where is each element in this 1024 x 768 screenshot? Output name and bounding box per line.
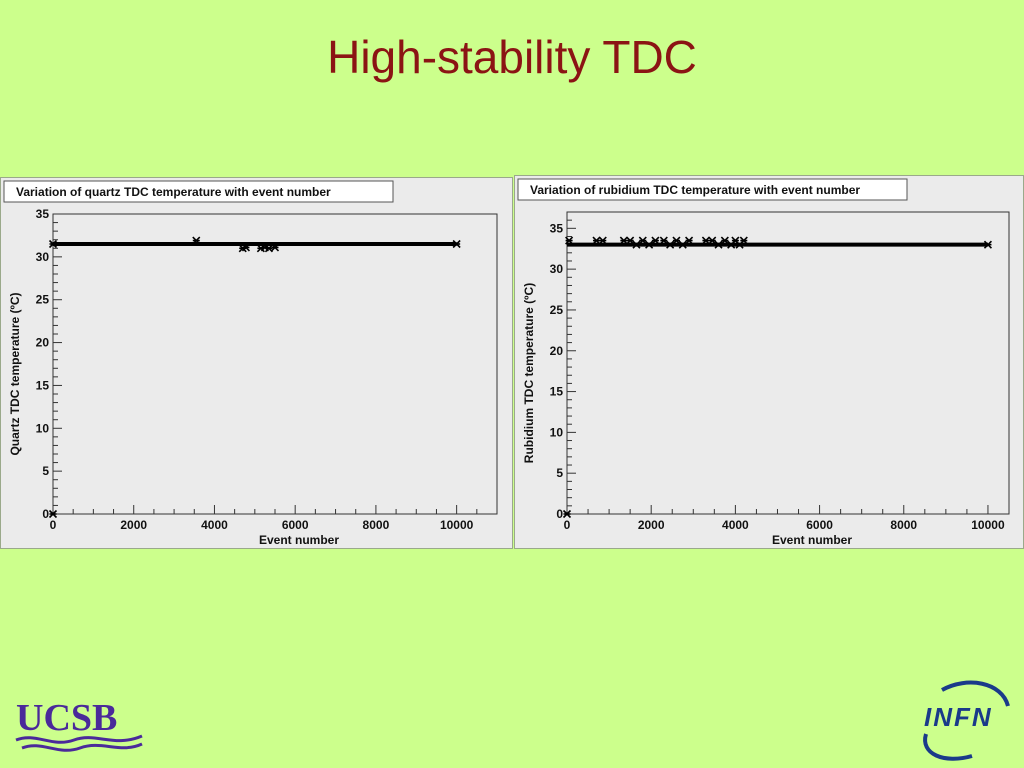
infn-arc-icon [923,733,973,761]
x-tick-label: 4000 [722,518,749,532]
data-point [598,236,607,245]
data-point [708,236,717,245]
ucsb-logo-text: UCSB [16,697,117,739]
data-point [638,236,647,245]
y-tick-label: 0 [556,507,563,521]
y-tick-label: 15 [36,378,50,392]
data-point [565,236,574,245]
slide-title: High-stability TDC [327,31,697,83]
y-tick-label: 15 [550,385,564,399]
data-point [720,236,729,245]
plot-frame [52,213,498,515]
x-tick-label: 2000 [638,518,665,532]
y-tick-label: 10 [550,425,564,439]
plot-frame [566,211,1010,515]
x-axis-label: Event number [772,533,852,547]
rubidium-chart-svg: Variation of rubidium TDC temperature wi… [517,178,1010,547]
rubidium-temperature-chart: Variation of rubidium TDC temperature wi… [514,175,1024,549]
chart-title: Variation of quartz TDC temperature with… [16,185,331,199]
y-tick-label: 30 [550,262,564,276]
data-point [48,239,58,249]
y-tick-label: 25 [550,303,564,317]
data-point [645,240,654,249]
y-tick-label: 35 [36,207,50,221]
data-point [592,236,601,245]
data-point [562,509,572,519]
chart-title-box [3,180,394,203]
y-tick-label: 5 [42,464,49,478]
infn-logo-text: INFN [924,702,993,732]
data-point [983,240,993,249]
y-axis-label: Quartz TDC temperature (ºC) [8,292,22,455]
y-tick-label: 20 [36,336,50,350]
data-point [714,240,723,249]
x-tick-label: 4000 [201,518,228,532]
data-point [685,236,694,245]
ucsb-wave-icon [15,734,143,744]
data-point [666,240,675,249]
x-tick-label: 2000 [120,518,147,532]
data-point [452,239,461,249]
data-point [651,236,660,245]
data-point [701,236,710,245]
data-point [619,236,628,245]
data-point [270,243,280,252]
x-tick-label: 8000 [363,518,390,532]
quartz-temperature-chart: Variation of quartz TDC temperature with… [0,177,513,549]
infn-arc-icon [941,680,1010,707]
y-tick-label: 10 [36,421,50,435]
x-axis-label: Event number [259,533,339,547]
x-tick-label: 10000 [971,518,1005,532]
data-point [632,240,641,249]
x-tick-label: 0 [564,518,571,532]
data-point [672,236,681,245]
data-point [192,236,201,245]
y-tick-label: 5 [556,466,563,480]
quartz-chart-svg: Variation of quartz TDC temperature with… [3,180,498,547]
y-tick-label: 30 [36,250,50,264]
y-tick-label: 35 [550,221,564,235]
x-tick-label: 8000 [890,518,917,532]
ucsb-logo: UCSB [15,697,143,752]
data-point [739,236,748,245]
x-tick-label: 6000 [282,518,309,532]
data-point [48,509,58,519]
y-tick-label: 20 [550,344,564,358]
x-tick-label: 6000 [806,518,833,532]
chart-title: Variation of rubidium TDC temperature wi… [530,183,860,197]
y-axis-label: Rubidium TDC temperature (ºC) [522,283,536,463]
data-point [659,236,668,245]
chart-title-box [517,178,908,201]
data-point [626,236,635,245]
data-point [241,243,251,252]
x-tick-label: 0 [50,518,57,532]
infn-logo: INFN [923,680,1010,761]
y-tick-label: 0 [42,507,49,521]
x-tick-label: 10000 [440,518,474,532]
data-point [678,240,687,249]
y-tick-label: 25 [36,293,50,307]
ucsb-wave-icon [21,742,143,752]
